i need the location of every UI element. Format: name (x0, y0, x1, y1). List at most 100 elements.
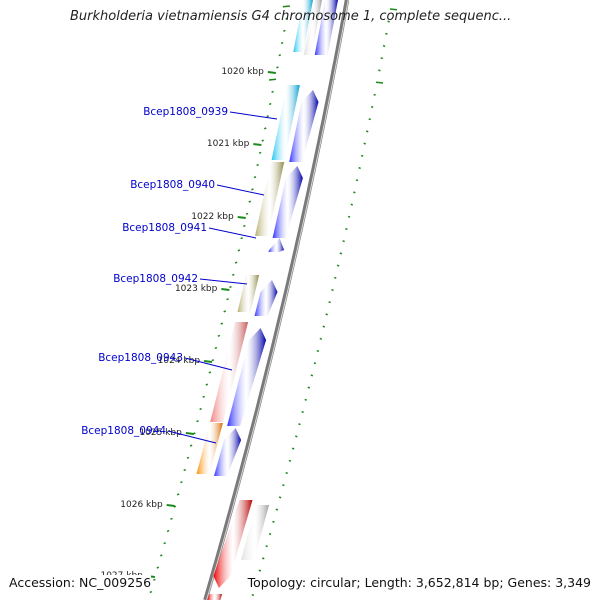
inner-ruler-tick (243, 224, 246, 228)
gene-label: Bcep1808_0941 (122, 222, 207, 234)
outer-ruler-tick (272, 520, 275, 523)
gene-label-leader (199, 278, 248, 285)
outer-ruler-tick (355, 179, 359, 182)
outer-ruler-tick (313, 362, 317, 365)
outer-ruler-tick (380, 57, 384, 60)
cog-feature (207, 594, 223, 600)
kbp-tick (166, 504, 175, 507)
outer-ruler-tick (334, 276, 337, 279)
kbp-tick (253, 143, 262, 146)
inner-ruler-tick (266, 115, 269, 118)
feature-layer (196, 0, 338, 600)
backbone-highlight (206, 0, 349, 600)
inner-ruler-tick (268, 102, 272, 106)
kbp-label: 1020 kbp (221, 67, 264, 77)
outer-ruler-tick (298, 423, 301, 426)
inner-ruler-tick (211, 359, 215, 362)
inner-ruler-tick (280, 41, 284, 45)
inner-ruler-tick (237, 249, 241, 252)
inner-ruler-tick (251, 188, 254, 191)
kbp-label: 1023 kbp (175, 284, 218, 294)
inner-ruler-tick (189, 444, 193, 447)
outer-ruler-tick (353, 191, 356, 194)
outer-ruler-tick (275, 508, 279, 511)
inner-ruler-tick (214, 346, 218, 350)
gene-label-leader (229, 111, 278, 120)
outer-ruler-tick (345, 227, 348, 231)
cog-feature (303, 0, 322, 55)
outer-ruler-tick (378, 69, 381, 72)
gene-label: Bcep1808_0940 (130, 179, 215, 191)
gene-label: Bcep1808_0939 (143, 106, 228, 118)
outer-ruler-tick (282, 484, 285, 487)
inner-ruler-tick (253, 176, 257, 179)
cog-feature (255, 162, 285, 236)
label-layer: Bcep1808_0939 Bcep1808_0940 Bcep1808_0941 B… (81, 106, 278, 444)
kbp-label: 1024 kbp (158, 356, 201, 366)
inner-ruler-tick (186, 456, 190, 459)
kbp-tick (237, 216, 246, 219)
gene-label: Bcep1808_0944 (81, 425, 166, 437)
outer-ruler-tick (373, 93, 376, 96)
cog-feature (237, 275, 260, 312)
outer-ruler-tick (291, 447, 295, 450)
cds-feature (227, 328, 267, 426)
kbp-label: 1025 kbp (139, 428, 182, 438)
inner-ruler-tick (268, 78, 277, 81)
cds-feature (314, 0, 338, 55)
kbp-label: 1021 kbp (207, 139, 250, 149)
kbp-tick (267, 71, 276, 74)
kbp-tick (203, 360, 213, 363)
outer-ruler-tick (385, 32, 388, 35)
inner-ruler-tick (159, 554, 163, 557)
kbp-tick (185, 432, 194, 435)
outer-ruler-tick (331, 288, 334, 292)
inner-ruler-tick (180, 481, 183, 484)
cog-feature (196, 423, 223, 474)
inner-ruler-tick (276, 66, 279, 69)
inner-ruler-tick (282, 5, 290, 8)
inner-ruler-tick (153, 578, 156, 581)
outer-ruler-tick (342, 240, 345, 243)
cds-feature (289, 90, 319, 162)
kbp-label: 1026 kbp (120, 500, 163, 510)
outer-ruler-tick (363, 142, 366, 145)
outer-ruler-tick (251, 593, 255, 597)
gene-label: Bcep1808_0943 (98, 352, 183, 364)
inner-ruler-tick (229, 285, 232, 289)
outer-ruler-tick (258, 569, 262, 572)
inner-ruler-tick (256, 163, 259, 167)
inner-ruler-tick (170, 517, 173, 520)
gene-label-leader (208, 227, 257, 239)
inner-ruler-tick (278, 54, 282, 57)
inner-ruler-tick (149, 590, 153, 594)
cog-feature (240, 505, 270, 560)
outer-ruler-tick (325, 313, 328, 316)
outer-ruler-tick (365, 130, 369, 133)
outer-ruler-tick (358, 166, 361, 170)
inner-ruler-tick (263, 127, 267, 130)
outer-ruler-tick (295, 435, 298, 438)
outer-ruler-tick (261, 557, 265, 560)
inner-ruler-tick (271, 90, 274, 93)
outer-ruler-tick (347, 215, 351, 218)
gene-label-leader (184, 357, 233, 371)
inner-ruler-tick (176, 493, 180, 496)
inner-ruler-tick (258, 151, 262, 154)
cog-feature (213, 500, 253, 588)
inner-ruler-tick (163, 542, 166, 545)
cds-feature (254, 280, 278, 316)
gene-label-leader (216, 184, 265, 196)
cog-feature (293, 0, 313, 52)
inner-ruler-tick (232, 273, 235, 276)
inner-ruler-tick (240, 237, 243, 240)
inner-ruler-tick (261, 139, 264, 142)
cds-feature (214, 428, 242, 476)
outer-ruler-tick (350, 203, 354, 206)
map-title: Burkholderia vietnamiensis G4 chromosome… (70, 9, 512, 24)
outer-ruler-tick (360, 154, 364, 157)
outer-ruler-tick (375, 81, 384, 84)
outer-ruler-tick (368, 118, 371, 121)
